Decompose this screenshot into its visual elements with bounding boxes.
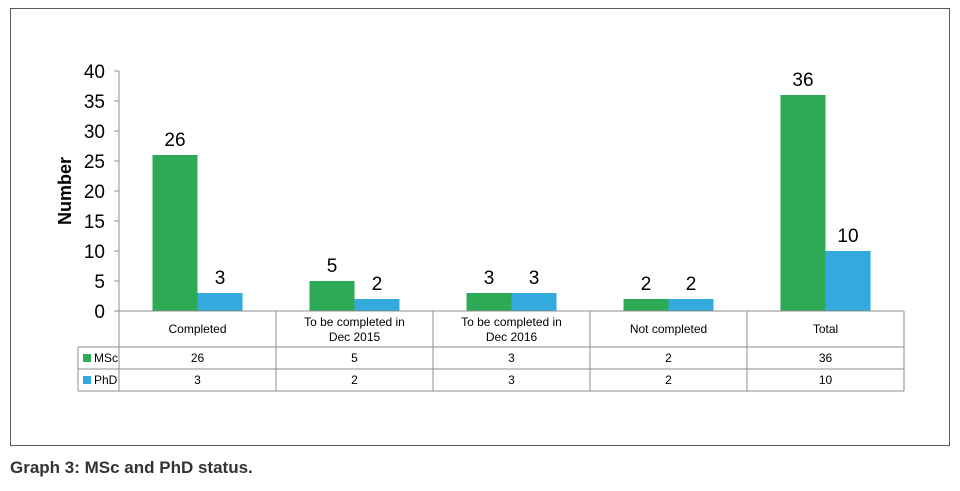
legend-label: PhD — [94, 373, 118, 387]
table-cell: 2 — [665, 351, 672, 365]
y-tick-label: 15 — [84, 212, 105, 233]
data-label: 26 — [164, 130, 185, 151]
bar-phd — [197, 293, 243, 311]
category-label: To be completed in Dec 2016 — [461, 315, 562, 344]
table-cell: 26 — [191, 351, 205, 365]
table-cell: 2 — [351, 373, 358, 387]
legend-label: MSc — [94, 351, 118, 365]
data-label: 2 — [686, 274, 697, 295]
table-cell: 36 — [819, 351, 833, 365]
y-tick-label: 35 — [84, 92, 105, 113]
category-label-line: To be completed in — [461, 315, 562, 329]
y-tick-label: 40 — [84, 62, 105, 83]
y-tick-label: 25 — [84, 152, 105, 173]
bar-msc — [309, 281, 355, 311]
y-tick-label: 0 — [94, 302, 105, 323]
bar-phd — [668, 299, 714, 311]
legend-key-phd — [83, 376, 91, 384]
category-label: Total — [813, 322, 838, 336]
data-label: 2 — [641, 274, 652, 295]
table-cell: 3 — [508, 373, 515, 387]
labels-layer: 26 5 3 2 36 3 2 3 2 10 — [164, 70, 858, 295]
bar-phd — [511, 293, 557, 311]
table-cell: 3 — [508, 351, 515, 365]
bars-layer — [152, 95, 871, 311]
table-cell: 3 — [194, 373, 201, 387]
bar-phd — [825, 251, 871, 311]
bar-msc — [780, 95, 826, 311]
category-label: Completed — [168, 322, 226, 336]
bar-msc — [623, 299, 669, 311]
bar-msc — [152, 155, 198, 311]
figure-caption: Graph 3: MSc and PhD status. — [10, 458, 253, 477]
axis-layer: 0 5 10 15 20 25 30 35 40 Number — [55, 62, 120, 323]
data-label: 3 — [215, 268, 226, 289]
y-axis-title: Number — [55, 157, 75, 225]
category-label-line: To be completed in — [304, 315, 405, 329]
category-label: To be completed in Dec 2015 — [304, 315, 405, 344]
data-label: 10 — [837, 226, 858, 247]
category-label-line: Dec 2016 — [486, 330, 538, 344]
data-label: 2 — [372, 274, 383, 295]
bar-msc — [466, 293, 512, 311]
bar-phd — [354, 299, 400, 311]
data-label: 36 — [792, 70, 813, 91]
legend-key-msc — [83, 354, 91, 362]
category-label: Not completed — [630, 322, 707, 336]
y-tick-label: 20 — [84, 182, 105, 203]
y-tick-label: 30 — [84, 122, 105, 143]
data-label: 3 — [484, 268, 495, 289]
table-cell: 2 — [665, 373, 672, 387]
data-label: 3 — [529, 268, 540, 289]
category-label-line: Dec 2015 — [329, 330, 381, 344]
table-cell: 5 — [351, 351, 358, 365]
chart-frame — [10, 8, 950, 446]
data-label: 5 — [327, 256, 338, 277]
y-tick-label: 10 — [84, 242, 105, 263]
y-tick-label: 5 — [94, 272, 105, 293]
table-cell: 10 — [819, 373, 833, 387]
